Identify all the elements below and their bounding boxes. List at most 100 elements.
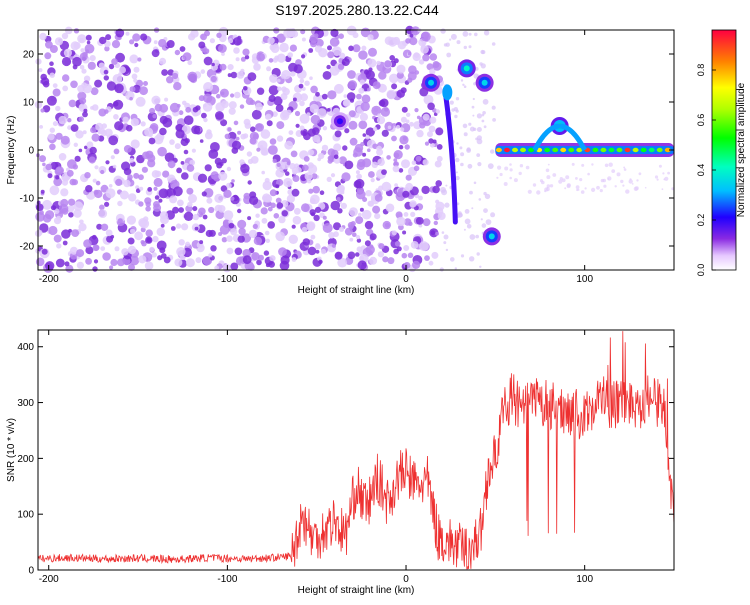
noise-speck bbox=[312, 127, 320, 135]
noise-speck bbox=[45, 261, 55, 271]
noise-speck bbox=[301, 54, 306, 59]
noise-speck bbox=[226, 166, 232, 172]
noise-speck bbox=[223, 210, 234, 221]
noise-speck bbox=[625, 189, 630, 194]
noise-speck bbox=[235, 136, 240, 141]
noise-speck bbox=[396, 64, 406, 74]
noise-speck bbox=[378, 185, 384, 191]
noise-speck bbox=[378, 71, 387, 80]
spectral-ridge-peak bbox=[648, 147, 655, 153]
noise-speck bbox=[220, 91, 225, 96]
noise-speck bbox=[78, 148, 83, 153]
noise-speck bbox=[78, 223, 87, 232]
noise-speck bbox=[460, 162, 464, 167]
noise-speck bbox=[118, 66, 126, 74]
noise-speck bbox=[370, 178, 375, 183]
noise-speck bbox=[480, 218, 483, 221]
noise-speck bbox=[243, 86, 248, 91]
noise-speck bbox=[356, 189, 366, 200]
noise-speck bbox=[304, 80, 310, 86]
spectral-blob-core bbox=[488, 233, 495, 240]
noise-speck bbox=[536, 190, 541, 195]
noise-speck bbox=[374, 213, 381, 220]
noise-speck bbox=[356, 161, 365, 171]
noise-speck bbox=[89, 55, 96, 62]
noise-speck bbox=[420, 45, 429, 54]
noise-speck bbox=[306, 221, 316, 231]
noise-speck bbox=[403, 218, 412, 226]
noise-speck bbox=[52, 121, 58, 127]
noise-speck bbox=[344, 128, 350, 134]
noise-speck bbox=[40, 189, 45, 194]
noise-speck bbox=[230, 93, 235, 98]
noise-speck bbox=[84, 172, 91, 179]
noise-speck bbox=[310, 212, 315, 217]
noise-speck bbox=[65, 264, 74, 273]
noise-speck bbox=[169, 139, 175, 145]
noise-speck bbox=[105, 229, 113, 237]
noise-speck bbox=[247, 216, 252, 221]
noise-speck bbox=[188, 33, 196, 41]
noise-speck bbox=[416, 129, 424, 138]
noise-speck bbox=[596, 185, 600, 190]
noise-speck bbox=[52, 83, 58, 88]
noise-speck bbox=[455, 97, 460, 101]
noise-speck bbox=[265, 238, 270, 243]
noise-speck bbox=[122, 116, 129, 124]
noise-speck bbox=[352, 232, 357, 237]
colorbar-gradient bbox=[711, 29, 737, 271]
spectral-ridge-peak bbox=[640, 147, 647, 153]
noise-speck bbox=[393, 161, 398, 167]
noise-speck bbox=[58, 115, 67, 125]
noise-speck bbox=[284, 171, 290, 176]
noise-speck bbox=[566, 184, 571, 189]
noise-speck bbox=[330, 173, 336, 178]
noise-speck bbox=[106, 235, 114, 243]
noise-speck bbox=[384, 60, 392, 68]
noise-speck bbox=[99, 36, 107, 45]
noise-speck bbox=[356, 93, 362, 100]
colorbar-tick-label: 0.8 bbox=[696, 64, 706, 77]
noise-speck bbox=[402, 190, 410, 198]
x-tick-label: -100 bbox=[217, 274, 237, 285]
noise-speck bbox=[356, 173, 362, 180]
noise-speck bbox=[85, 257, 92, 265]
noise-speck bbox=[309, 103, 319, 114]
noise-speck bbox=[202, 93, 213, 103]
noise-speck bbox=[206, 197, 213, 204]
noise-speck bbox=[449, 38, 452, 41]
noise-speck bbox=[483, 191, 487, 196]
noise-speck bbox=[140, 240, 145, 245]
noise-speck bbox=[458, 212, 463, 218]
noise-speck bbox=[260, 207, 268, 215]
noise-speck bbox=[269, 255, 276, 262]
noise-speck bbox=[358, 87, 365, 94]
noise-speck bbox=[103, 69, 109, 75]
noise-speck bbox=[301, 86, 306, 91]
noise-speck bbox=[445, 248, 449, 252]
noise-speck bbox=[121, 248, 129, 256]
noise-speck bbox=[53, 177, 63, 187]
noise-speck bbox=[464, 218, 471, 225]
noise-speck bbox=[38, 68, 43, 73]
noise-speck bbox=[280, 73, 287, 79]
noise-speck bbox=[288, 234, 298, 244]
noise-speck bbox=[422, 159, 429, 166]
noise-speck bbox=[389, 55, 396, 61]
noise-speck bbox=[308, 188, 314, 194]
noise-speck bbox=[472, 97, 475, 101]
noise-speck bbox=[192, 213, 199, 221]
noise-speck bbox=[369, 233, 377, 241]
noise-speck bbox=[299, 78, 305, 84]
noise-speck bbox=[409, 37, 418, 46]
spectral-ridge-peak bbox=[624, 147, 631, 153]
noise-speck bbox=[509, 176, 512, 180]
noise-speck bbox=[346, 92, 356, 101]
noise-speck bbox=[499, 172, 503, 177]
snr-panel: -200 -100 0 100 0 100 200 300 400 Height of stra… bbox=[6, 329, 675, 596]
noise-speck bbox=[364, 240, 371, 247]
noise-speck bbox=[235, 57, 240, 62]
noise-speck bbox=[56, 243, 62, 249]
noise-speck bbox=[219, 162, 224, 166]
